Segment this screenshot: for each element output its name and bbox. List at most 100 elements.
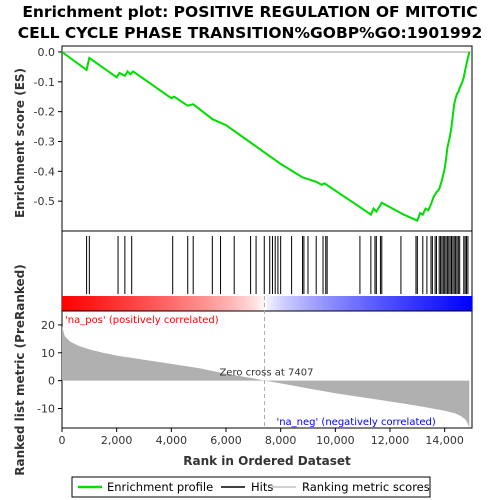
color-bar-segment (362, 296, 367, 311)
color-bar-segment (287, 296, 292, 311)
color-bar-segment (461, 296, 466, 311)
ranked-metric-x-ticks: 0 2,000 4,000 6,000 8,000 10,000 12,000 14,000 (59, 428, 464, 447)
color-bar-segment (126, 296, 131, 311)
color-bar-segment (157, 296, 162, 311)
color-bar-segment (208, 296, 213, 311)
ranked-metric-y-tick-label: 10 (41, 347, 55, 360)
color-bar-segment (396, 296, 401, 311)
color-bar-segment (301, 296, 306, 311)
color-bar-segment (174, 296, 179, 311)
color-bar-segment (222, 296, 227, 311)
color-bar-segment (434, 296, 439, 311)
color-bar-segment (219, 296, 224, 311)
chart-title-line1: Enrichment plot: POSITIVE REGULATION OF … (22, 3, 477, 21)
enrichment-y-tick-label: -0.5 (34, 195, 55, 208)
color-bar-segment (376, 296, 381, 311)
color-bar-segment (249, 296, 254, 311)
ranked-metric-y-axis-label: Ranked list metric (PreRanked) (13, 264, 27, 476)
color-bar-segment (188, 296, 193, 311)
color-bar-segment (181, 296, 186, 311)
x-tick-label: 0 (59, 434, 66, 447)
color-bar-segment (335, 296, 340, 311)
color-bar-segment (212, 296, 217, 311)
x-tick-label: 12,000 (371, 434, 410, 447)
color-bar-segment (79, 296, 84, 311)
color-bar-segment (331, 296, 336, 311)
color-bar-segment (318, 296, 323, 311)
enrichment-y-ticks: 0.0 -0.1 -0.2 -0.3 -0.4 -0.5 (34, 46, 62, 208)
color-bar-segment (191, 296, 196, 311)
ranked-metric-y-tick-label: -10 (37, 403, 55, 416)
color-bar-segment (239, 296, 244, 311)
color-bar-segment (85, 296, 90, 311)
color-bar-segment (314, 296, 319, 311)
color-bar-segment (451, 296, 456, 311)
color-bar-segment (308, 296, 313, 311)
color-bar-segment (99, 296, 104, 311)
color-bar-segment (468, 296, 473, 311)
color-bar-segment (366, 296, 371, 311)
color-bar-segment (280, 296, 285, 311)
color-bar-segment (65, 296, 70, 311)
color-bar-segment (72, 296, 77, 311)
color-bar-segment (359, 296, 364, 311)
color-bar-segment (349, 296, 354, 311)
hit-lines (86, 236, 469, 294)
color-bar-segment (215, 296, 220, 311)
color-bar-segment (277, 296, 282, 311)
color-bar-segment (243, 296, 248, 311)
color-bar-segment (352, 296, 357, 311)
color-bar-segment (253, 296, 258, 311)
x-tick-label: 6,000 (210, 434, 242, 447)
color-bar-segment (311, 296, 316, 311)
color-bar-segment (144, 296, 149, 311)
x-tick-label: 8,000 (265, 434, 297, 447)
legend-ranking-label: Ranking metric scores (302, 480, 430, 494)
enrichment-y-tick-label: 0.0 (38, 46, 56, 59)
color-bar-segment (454, 296, 459, 311)
positive-correlation-label: 'na_pos' (positively correlated) (65, 315, 219, 326)
x-tick-label: 2,000 (101, 434, 133, 447)
color-bar-segment (150, 296, 155, 311)
color-bar-segment (133, 296, 138, 311)
ranked-metric-area (62, 326, 470, 428)
color-bar-segment (270, 296, 275, 311)
color-bar-segment (120, 296, 125, 311)
color-bar-segment (328, 296, 333, 311)
rank-color-bar (62, 296, 473, 311)
color-bar-segment (226, 296, 231, 311)
color-bar-segment (417, 296, 422, 311)
color-bar-segment (410, 296, 415, 311)
enrichment-panel: 0.0 -0.1 -0.2 -0.3 -0.4 -0.5 Enrichment score… (13, 45, 473, 232)
color-bar-segment (198, 296, 203, 311)
color-bar-segment (147, 296, 152, 311)
color-bar-segment (62, 296, 67, 311)
color-bar-segment (273, 296, 278, 311)
color-bar-segment (96, 296, 101, 311)
color-bar-segment (130, 296, 135, 311)
zero-cross-label: Zero cross at 7407 (219, 368, 313, 379)
legend-enrichment-label: Enrichment profile (107, 480, 213, 494)
x-tick-label: 4,000 (156, 434, 188, 447)
color-bar-segment (68, 296, 73, 311)
color-bar-segment (202, 296, 207, 311)
chart-title-line2: CELL CYCLE PHASE TRANSITION%GOBP%GO:1901… (18, 24, 483, 42)
color-bar-segment (123, 296, 128, 311)
color-bar-segment (437, 296, 442, 311)
color-bar-segment (297, 296, 302, 311)
color-bar-segment (294, 296, 299, 311)
ranked-metric-y-tick-label: 0 (48, 375, 55, 388)
color-bar-segment (164, 296, 169, 311)
color-bar-segment (113, 296, 118, 311)
color-bar-segment (444, 296, 449, 311)
enrichment-y-tick-label: -0.4 (34, 165, 55, 178)
enrichment-y-tick-label: -0.2 (34, 106, 55, 119)
color-bar-segment (403, 296, 408, 311)
color-bar-segment (383, 296, 388, 311)
color-bar-segment (400, 296, 405, 311)
color-bar-segment (154, 296, 159, 311)
color-bar-segment (167, 296, 172, 311)
color-bar-segment (229, 296, 234, 311)
color-bar-segment (407, 296, 412, 311)
